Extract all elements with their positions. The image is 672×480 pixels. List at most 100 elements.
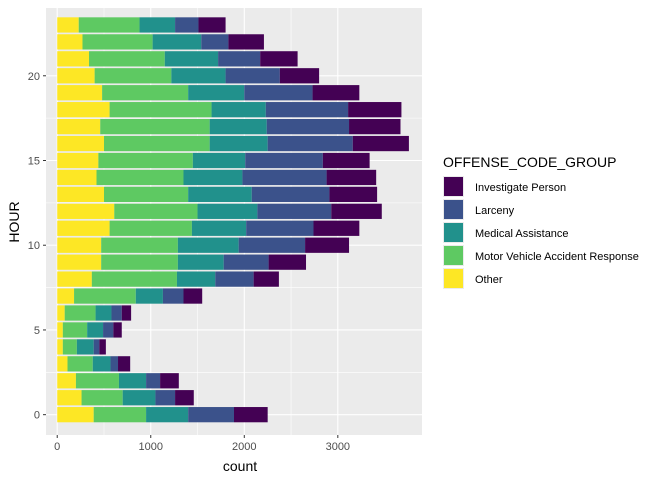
bar-hour-19-larceny bbox=[244, 85, 313, 101]
bar-hour-13-medical-assistance bbox=[188, 186, 252, 203]
bar-hour-13-larceny bbox=[251, 186, 330, 203]
bars bbox=[57, 17, 409, 423]
bar-hour-9-medical-assistance bbox=[177, 254, 224, 270]
legend-label-medical-assistance: Medical Assistance bbox=[475, 228, 569, 240]
bar-hour-9-investigate-person bbox=[268, 254, 307, 270]
bar-hour-3-motor-vehicle-accident-response bbox=[67, 356, 93, 372]
bar-hour-12-larceny bbox=[257, 203, 332, 219]
bar-hour-7-larceny bbox=[162, 288, 184, 304]
bar-hour-0-investigate-person bbox=[234, 407, 268, 423]
legend-swatch-other bbox=[444, 269, 463, 288]
bar-hour-20-larceny bbox=[225, 68, 280, 84]
bar-hour-14-motor-vehicle-accident-response bbox=[96, 169, 184, 186]
bar-hour-21-motor-vehicle-accident-response bbox=[89, 51, 165, 67]
bar-hour-1-investigate-person bbox=[175, 390, 194, 406]
bar-hour-10-motor-vehicle-accident-response bbox=[101, 237, 178, 253]
bar-hour-6-investigate-person bbox=[121, 305, 132, 321]
x-tick-label: 1000 bbox=[139, 441, 163, 453]
bar-hour-15-motor-vehicle-accident-response bbox=[98, 152, 193, 169]
bar-hour-9-larceny bbox=[223, 254, 269, 270]
bar-hour-23-motor-vehicle-accident-response bbox=[78, 17, 140, 33]
bar-hour-4-motor-vehicle-accident-response bbox=[62, 339, 77, 355]
bar-hour-0-motor-vehicle-accident-response bbox=[93, 407, 147, 423]
y-axis-title: HOUR bbox=[6, 201, 22, 242]
bar-hour-16-medical-assistance bbox=[209, 135, 268, 152]
bar-hour-4-medical-assistance bbox=[76, 339, 94, 355]
legend: OFFENSE_CODE_GROUP Investigate Person Lar… bbox=[443, 154, 639, 289]
bar-hour-0-other bbox=[57, 407, 94, 423]
bar-hour-6-larceny bbox=[111, 305, 122, 321]
bar-hour-9-motor-vehicle-accident-response bbox=[101, 254, 178, 270]
bar-hour-18-larceny bbox=[265, 102, 349, 118]
bar-hour-17-motor-vehicle-accident-response bbox=[100, 118, 210, 135]
y-tick-label: 15 bbox=[28, 156, 40, 168]
bar-hour-16-investigate-person bbox=[352, 135, 409, 152]
bar-hour-11-medical-assistance bbox=[191, 220, 247, 236]
legend-label-larceny: Larceny bbox=[475, 205, 515, 217]
bar-hour-15-other bbox=[57, 152, 99, 169]
y-tick-label: 5 bbox=[34, 325, 40, 337]
bar-hour-17-medical-assistance bbox=[209, 118, 267, 135]
bar-hour-11-investigate-person bbox=[313, 220, 360, 236]
bar-hour-19-other bbox=[57, 85, 103, 101]
bar-hour-10-other bbox=[57, 237, 102, 253]
bar-hour-8-other bbox=[57, 271, 92, 287]
bar-hour-20-motor-vehicle-accident-response bbox=[94, 68, 172, 84]
bar-hour-2-motor-vehicle-accident-response bbox=[75, 373, 119, 389]
bar-hour-23-other bbox=[57, 17, 79, 33]
legend-swatch-medical-assistance bbox=[444, 223, 463, 242]
x-axis-title: count bbox=[223, 458, 257, 474]
bar-hour-2-larceny bbox=[146, 373, 161, 389]
bar-hour-4-other bbox=[57, 339, 63, 355]
bar-hour-13-investigate-person bbox=[329, 186, 378, 203]
bar-hour-1-other bbox=[57, 390, 82, 406]
bar-hour-7-other bbox=[57, 288, 75, 304]
bar-hour-18-medical-assistance bbox=[211, 102, 266, 118]
bar-hour-6-motor-vehicle-accident-response bbox=[64, 305, 96, 321]
bar-hour-8-investigate-person bbox=[253, 271, 279, 287]
bar-hour-12-other bbox=[57, 203, 115, 219]
x-tick-label: 0 bbox=[54, 441, 60, 453]
bar-hour-20-other bbox=[57, 68, 95, 84]
bar-hour-16-other bbox=[57, 135, 104, 152]
bar-hour-6-other bbox=[57, 305, 65, 321]
bar-hour-22-other bbox=[57, 34, 83, 50]
bar-hour-17-larceny bbox=[266, 118, 350, 135]
bar-hour-13-motor-vehicle-accident-response bbox=[103, 186, 189, 203]
bar-hour-7-investigate-person bbox=[183, 288, 203, 304]
bar-hour-7-medical-assistance bbox=[135, 288, 163, 304]
bar-hour-16-larceny bbox=[267, 135, 353, 152]
legend-label-investigate-person: Investigate Person bbox=[475, 182, 566, 194]
bar-hour-5-motor-vehicle-accident-response bbox=[62, 322, 88, 338]
bar-hour-9-other bbox=[57, 254, 102, 270]
bar-hour-17-other bbox=[57, 118, 101, 135]
bar-hour-3-medical-assistance bbox=[92, 356, 111, 372]
bar-hour-19-investigate-person bbox=[312, 85, 360, 101]
bar-hour-22-motor-vehicle-accident-response bbox=[82, 34, 153, 50]
bar-hour-23-medical-assistance bbox=[139, 17, 176, 33]
bar-hour-1-medical-assistance bbox=[122, 390, 156, 406]
bar-hour-11-other bbox=[57, 220, 110, 236]
bar-hour-12-investigate-person bbox=[331, 203, 382, 219]
bar-hour-21-medical-assistance bbox=[164, 51, 219, 67]
bar-hour-10-investigate-person bbox=[305, 237, 350, 253]
bar-hour-23-investigate-person bbox=[198, 17, 226, 33]
bar-hour-17-investigate-person bbox=[349, 118, 401, 135]
bar-hour-5-investigate-person bbox=[113, 322, 122, 338]
bar-hour-8-medical-assistance bbox=[176, 271, 216, 287]
bar-hour-6-medical-assistance bbox=[95, 305, 112, 321]
bar-hour-16-motor-vehicle-accident-response bbox=[103, 135, 210, 152]
legend-label-motor-vehicle-accident-response: Motor Vehicle Accident Response bbox=[475, 251, 639, 263]
bar-hour-5-other bbox=[57, 322, 63, 338]
bar-hour-2-other bbox=[57, 373, 76, 389]
bar-hour-14-larceny bbox=[242, 169, 327, 186]
bar-hour-19-medical-assistance bbox=[188, 85, 245, 101]
bar-hour-21-other bbox=[57, 51, 90, 67]
bar-hour-10-medical-assistance bbox=[177, 237, 239, 253]
bar-hour-11-larceny bbox=[246, 220, 314, 236]
legend-label-other: Other bbox=[475, 274, 503, 286]
bar-hour-21-investigate-person bbox=[260, 51, 298, 67]
bar-hour-3-larceny bbox=[110, 356, 119, 372]
x-tick-label: 2000 bbox=[232, 441, 256, 453]
